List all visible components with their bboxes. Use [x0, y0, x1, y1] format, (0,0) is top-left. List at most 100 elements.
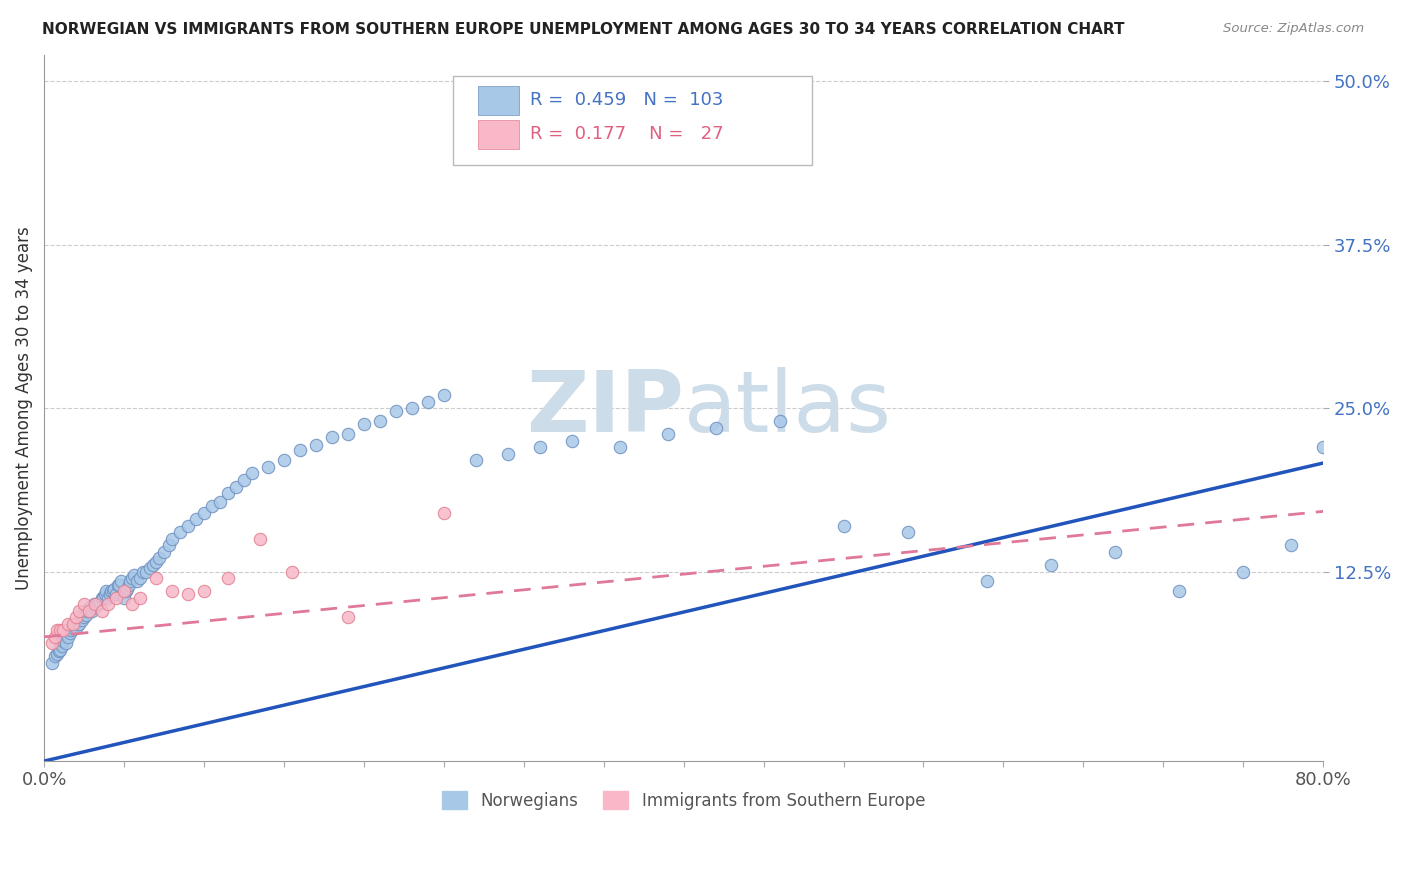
- Point: [90, 591, 112, 605]
- Point: [561, 434, 583, 448]
- Point: [657, 427, 679, 442]
- Point: [105, 587, 128, 601]
- Point: [41, 636, 63, 650]
- Point: [67, 616, 90, 631]
- Point: [118, 577, 141, 591]
- Point: [56, 624, 79, 638]
- Point: [117, 582, 139, 596]
- Y-axis label: Unemployment Among Ages 30 to 34 years: Unemployment Among Ages 30 to 34 years: [15, 227, 32, 590]
- Point: [66, 616, 89, 631]
- Point: [976, 574, 998, 588]
- Point: [433, 506, 456, 520]
- FancyBboxPatch shape: [478, 86, 519, 115]
- Point: [91, 591, 114, 605]
- Point: [157, 538, 180, 552]
- Point: [148, 551, 170, 566]
- Point: [97, 591, 120, 605]
- Point: [1279, 538, 1302, 552]
- Point: [79, 599, 101, 614]
- Point: [100, 584, 122, 599]
- Point: [65, 610, 87, 624]
- Point: [114, 584, 136, 599]
- Point: [184, 512, 207, 526]
- Point: [177, 518, 200, 533]
- Text: Source: ZipAtlas.com: Source: ZipAtlas.com: [1223, 22, 1364, 36]
- Point: [240, 467, 263, 481]
- Text: R =  0.459   N =  103: R = 0.459 N = 103: [530, 91, 724, 110]
- Point: [48, 644, 70, 658]
- Point: [208, 495, 231, 509]
- Point: [60, 624, 83, 638]
- Point: [153, 545, 176, 559]
- Point: [45, 647, 67, 661]
- Point: [87, 597, 110, 611]
- Point: [73, 610, 96, 624]
- Point: [52, 633, 75, 648]
- Point: [1168, 584, 1191, 599]
- Point: [305, 438, 328, 452]
- Point: [73, 604, 96, 618]
- Point: [108, 577, 131, 591]
- Point: [112, 591, 135, 605]
- Point: [105, 591, 128, 605]
- Point: [225, 479, 247, 493]
- Point: [609, 440, 631, 454]
- Point: [201, 499, 224, 513]
- Text: ZIP: ZIP: [526, 367, 683, 450]
- Point: [84, 599, 107, 614]
- Point: [49, 624, 72, 638]
- Point: [336, 610, 359, 624]
- Point: [98, 587, 121, 601]
- Point: [233, 473, 256, 487]
- Point: [56, 630, 79, 644]
- Text: atlas: atlas: [683, 367, 891, 450]
- Point: [83, 597, 105, 611]
- Point: [464, 453, 486, 467]
- Point: [217, 486, 239, 500]
- Point: [416, 394, 439, 409]
- Point: [110, 574, 132, 588]
- Point: [101, 584, 124, 599]
- Point: [217, 571, 239, 585]
- Point: [86, 597, 108, 611]
- Point: [129, 591, 152, 605]
- Point: [768, 414, 790, 428]
- Point: [80, 604, 103, 618]
- Point: [94, 587, 117, 601]
- Point: [121, 597, 143, 611]
- Point: [160, 532, 183, 546]
- Point: [401, 401, 423, 416]
- Point: [56, 616, 79, 631]
- Point: [77, 604, 100, 618]
- Point: [336, 427, 359, 442]
- Point: [59, 626, 82, 640]
- Point: [368, 414, 391, 428]
- Point: [55, 636, 77, 650]
- Point: [62, 616, 84, 631]
- Point: [121, 571, 143, 585]
- Point: [529, 440, 551, 454]
- Point: [496, 447, 519, 461]
- Point: [273, 453, 295, 467]
- Point: [51, 639, 73, 653]
- Point: [77, 604, 100, 618]
- FancyBboxPatch shape: [478, 120, 519, 149]
- Point: [138, 560, 160, 574]
- Point: [249, 532, 271, 546]
- Point: [97, 597, 120, 611]
- Point: [142, 558, 165, 572]
- Point: [65, 621, 87, 635]
- Point: [120, 574, 142, 588]
- Point: [49, 636, 72, 650]
- Point: [75, 607, 97, 622]
- Point: [1040, 558, 1063, 572]
- Point: [107, 577, 129, 591]
- Point: [112, 584, 135, 599]
- Point: [45, 624, 67, 638]
- Point: [145, 555, 167, 569]
- Point: [832, 518, 855, 533]
- Point: [169, 525, 191, 540]
- Point: [132, 565, 155, 579]
- Point: [1312, 440, 1334, 454]
- Point: [704, 421, 727, 435]
